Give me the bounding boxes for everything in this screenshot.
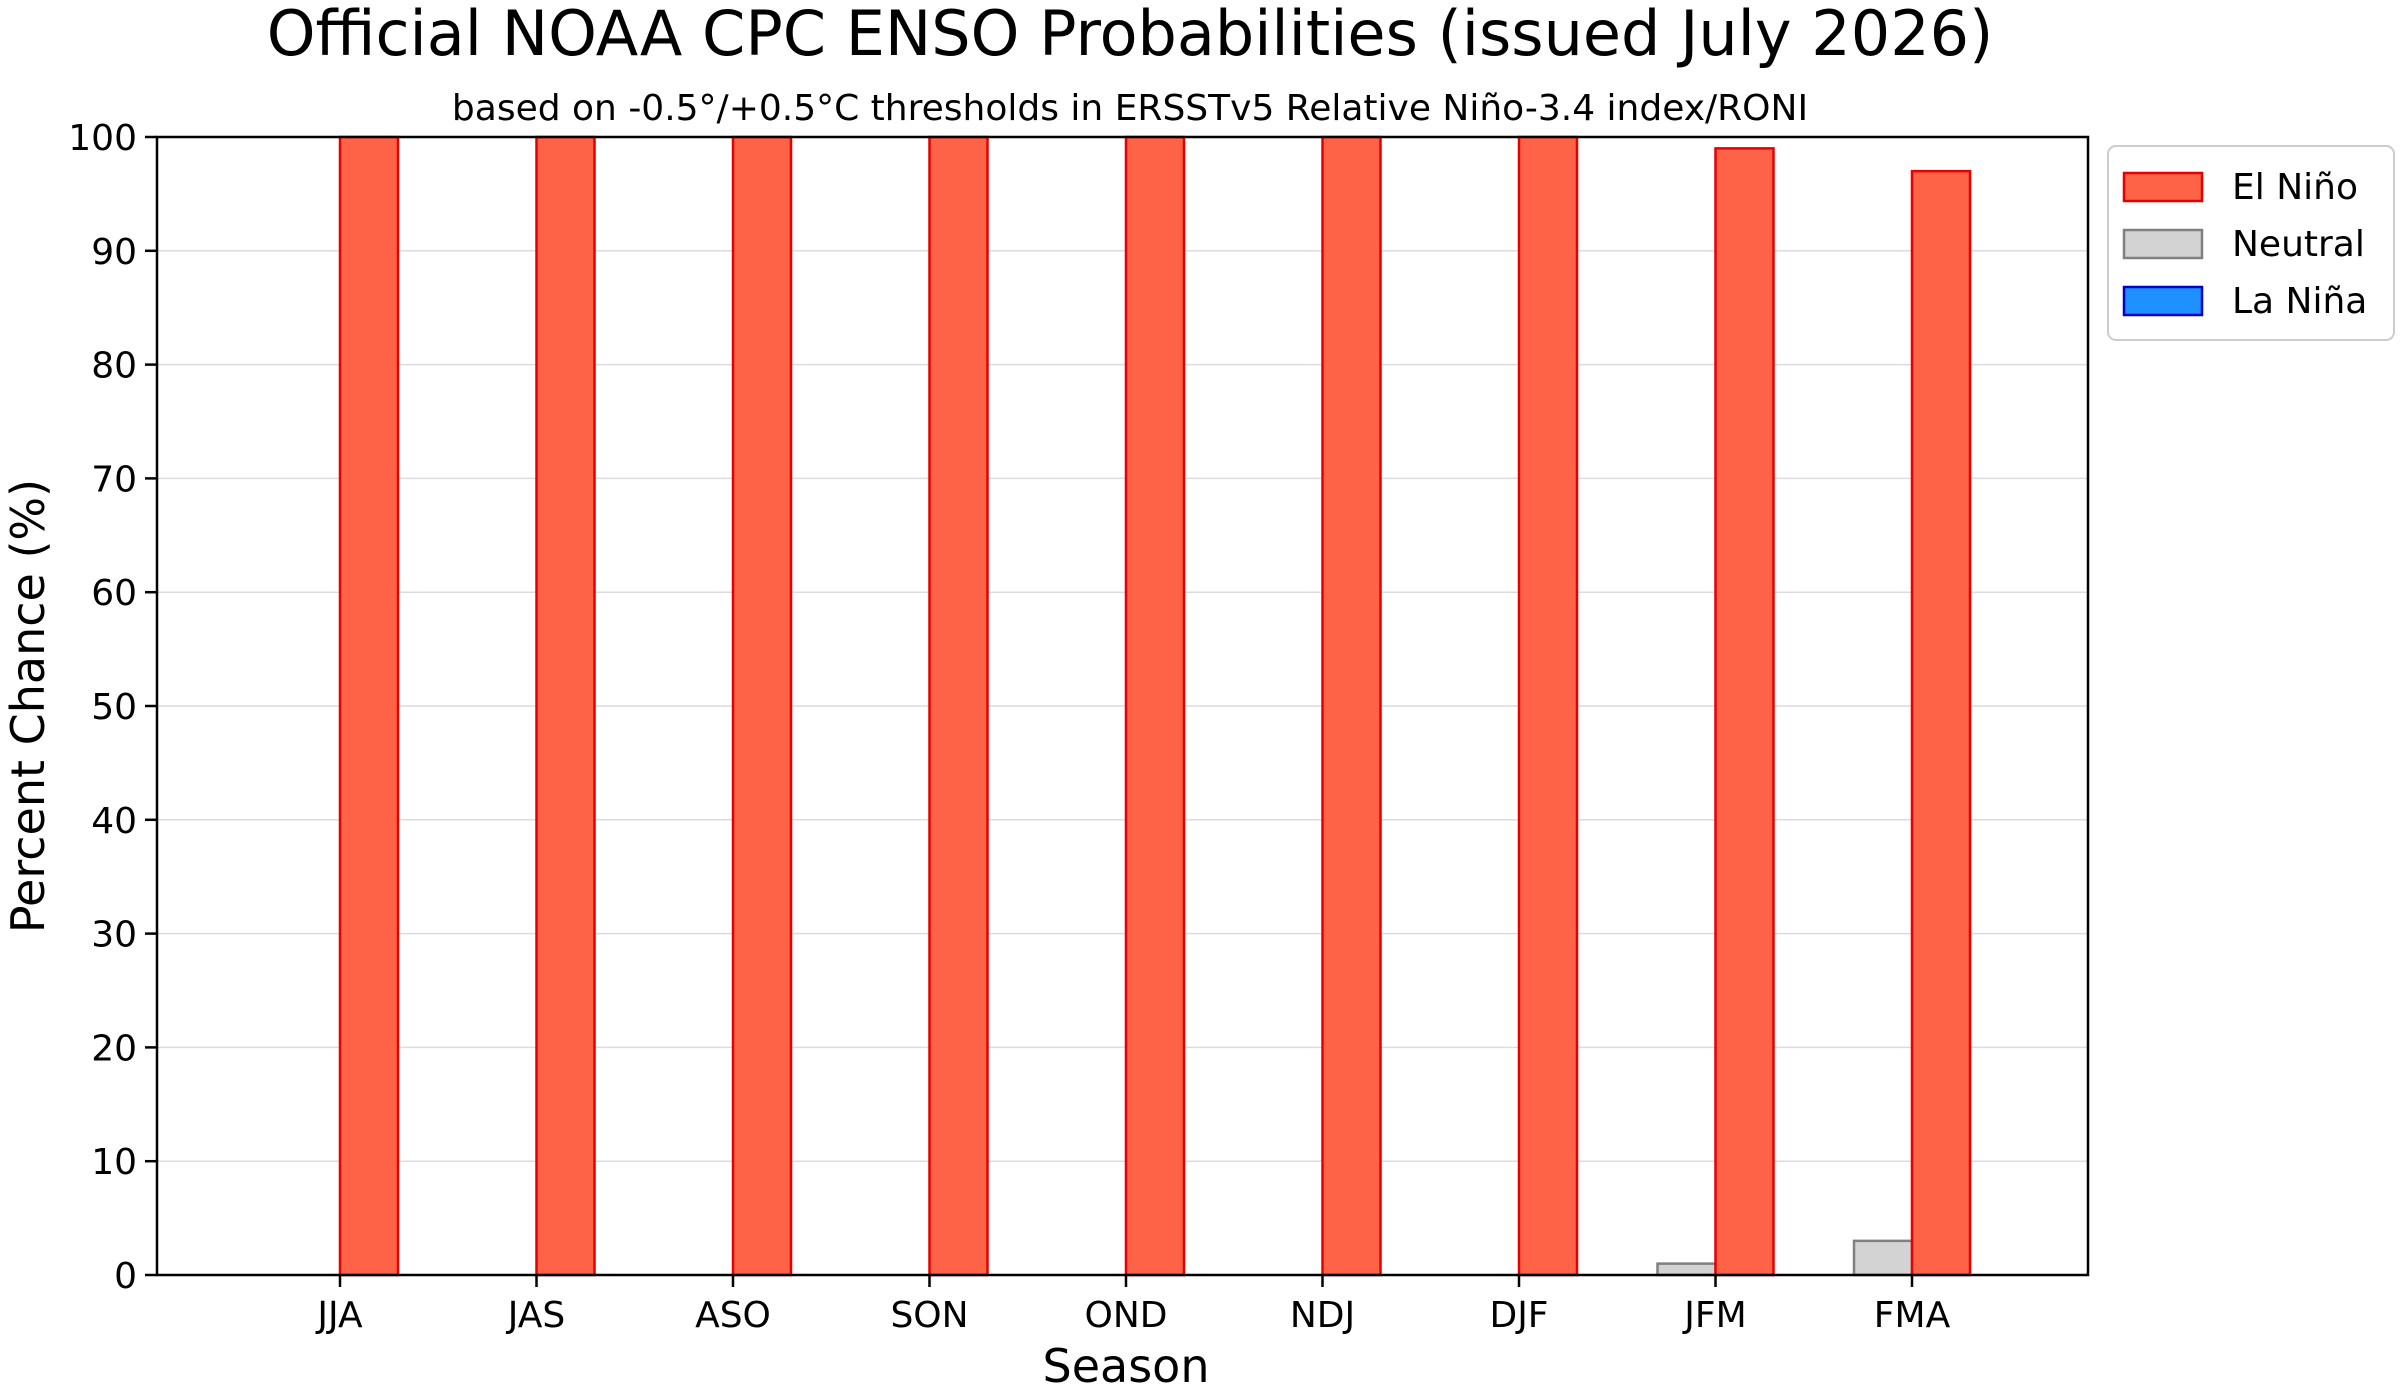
x-tick-label: JJA	[315, 1295, 363, 1336]
x-axis: JJA JAS ASO SON OND NDJ DJF JFM FMA	[315, 1275, 1951, 1336]
legend-swatch	[2122, 285, 2204, 317]
y-axis-label: Percent Chance (%)	[1, 479, 55, 933]
bar-neutral	[1852, 1239, 1914, 1277]
y-tick-label: 20	[91, 1028, 137, 1069]
chart-title: Official NOAA CPC ENSO Probabilities (is…	[267, 0, 1994, 70]
y-tick-label: 90	[91, 232, 137, 273]
legend: El Niño Neutral La Niña	[2107, 145, 2395, 341]
bar-el-ni-o	[1517, 135, 1579, 1277]
bar-el-ni-o	[338, 135, 400, 1277]
bar-el-ni-o	[1321, 135, 1382, 1277]
x-tick-label: FMA	[1874, 1295, 1951, 1336]
y-tick-label: 40	[91, 801, 137, 842]
y-axis: 0 10 20 30 40 50 60 70 80 90 100	[68, 118, 157, 1297]
bar-el-ni-o	[535, 135, 596, 1277]
y-tick-label: 30	[91, 915, 137, 956]
y-tick-label: 70	[91, 459, 137, 500]
bar-el-ni-o	[731, 135, 793, 1277]
legend-swatch	[2122, 228, 2204, 260]
legend-label: Neutral	[2232, 224, 2365, 265]
legend-label: La Niña	[2232, 281, 2367, 322]
y-tick-label: 0	[114, 1256, 137, 1297]
x-axis-label: Season	[1043, 1339, 1210, 1393]
bar-el-ni-o	[928, 135, 989, 1277]
legend-swatch	[2122, 171, 2204, 203]
y-tick-label: 10	[91, 1142, 137, 1183]
bar-el-ni-o	[1714, 147, 1775, 1277]
x-tick-label: JFM	[1682, 1295, 1746, 1336]
bar-el-ni-o	[1910, 169, 1972, 1277]
gridlines	[157, 250, 2088, 1162]
bar-neutral	[1656, 1262, 1717, 1277]
bars	[224, 135, 1972, 1277]
x-tick-label: DJF	[1489, 1295, 1548, 1336]
legend-label: El Niño	[2232, 167, 2358, 208]
x-tick-label: NDJ	[1290, 1295, 1355, 1336]
x-tick-label: OND	[1085, 1295, 1168, 1336]
y-tick-label: 50	[91, 687, 137, 728]
y-tick-label: 80	[91, 346, 137, 387]
x-tick-label: ASO	[695, 1295, 771, 1336]
chart-subtitle: based on -0.5°/+0.5°C thresholds in ERSS…	[452, 88, 1808, 129]
y-tick-label: 100	[68, 118, 137, 159]
x-tick-label: SON	[890, 1295, 968, 1336]
x-tick-label: JAS	[506, 1295, 565, 1336]
y-tick-label: 60	[91, 573, 137, 614]
bar-el-ni-o	[1124, 135, 1186, 1277]
